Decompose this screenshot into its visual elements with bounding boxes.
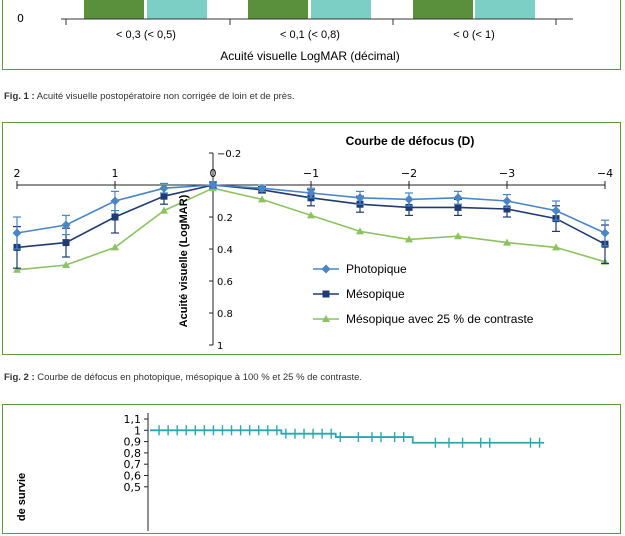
y-tick-label: 0,5 (124, 481, 142, 494)
x-tick-label: −4 (597, 167, 613, 180)
survival-curve-chart: 1,110,90,80,70,60,5 de survie (16, 413, 545, 535)
data-point (454, 232, 462, 240)
survival-step-line (150, 429, 545, 444)
figure-1-panel: 0 < 0,3 (< 0,5) < 0,1 (< 0,8) < 0 (< 1) … (2, 0, 621, 70)
y-tick-label: 1 (134, 424, 141, 437)
y-tick-label: 0,9 (124, 436, 142, 449)
bar-cat1-b (147, 0, 207, 19)
x-axis-title: Acuité visuelle LogMAR (décimal) (220, 49, 399, 63)
chart-title: Courbe de défocus (D) (346, 134, 475, 148)
category-label-2: < 0,1 (< 0,8) (280, 29, 340, 41)
x-tick-label: 2 (14, 167, 21, 180)
bar-cat3-b (475, 0, 535, 19)
data-point (159, 183, 169, 193)
y-tick-label: 0.2 (217, 213, 233, 224)
data-point (208, 180, 218, 190)
data-point (551, 206, 561, 216)
data-point (405, 203, 413, 211)
data-point (62, 261, 70, 268)
y-axis-label-partial: de survie (16, 473, 28, 521)
caption-text: Acuité visuelle postopératoire non corri… (36, 91, 295, 102)
data-point (453, 193, 463, 203)
y-tick-label: 0,7 (124, 458, 142, 471)
figure-2-caption: Fig. 2 : Courbe de défocus en photopique… (4, 372, 362, 383)
data-point (258, 195, 266, 203)
data-point (160, 192, 168, 200)
y-tick-label: 0,8 (124, 447, 142, 460)
caption-text: Courbe de défocus en photopique, mésopiq… (37, 372, 363, 383)
data-point (322, 315, 330, 322)
data-point (257, 183, 267, 193)
defocus-curve-chart: Courbe de défocus (D) 2 1 0 −1 −2 −3 −4 −0.2 0.2… (12, 134, 613, 352)
data-point (321, 264, 331, 274)
y-tick-label: 1,1 (124, 413, 142, 426)
legend-label: Mésopique (346, 287, 405, 301)
data-point (160, 206, 168, 214)
data-point (600, 228, 610, 238)
data-point (111, 243, 119, 251)
x-tick-label: −3 (499, 167, 515, 180)
y-tick-label: 0.6 (217, 277, 233, 288)
data-point (404, 194, 414, 204)
caption-label: Fig. 2 : (4, 372, 35, 383)
data-point (62, 239, 70, 247)
x-tick-label: 0 (210, 167, 217, 180)
data-point (110, 196, 120, 206)
y-tick-label: 0,6 (124, 470, 142, 483)
chart-legend: Photopique Mésopique Mésopique avec 25 % d… (313, 262, 534, 326)
data-point (322, 290, 330, 298)
data-point (454, 203, 462, 211)
y-tick-label: 0.8 (217, 309, 233, 320)
bar-cat1-a (84, 0, 144, 19)
y-tick-label: 1 (217, 341, 223, 352)
data-point (503, 205, 511, 213)
figure-2-panel: Courbe de défocus (D) 2 1 0 −1 −2 −3 −4 −0.2 0.2… (2, 122, 621, 355)
y-axis-label: Acuité visuelle (LogMAR) (178, 194, 190, 327)
data-point (502, 196, 512, 206)
caption-label: Fig. 1 : (4, 91, 35, 102)
data-point (405, 235, 413, 243)
legend-label: Photopique (346, 262, 407, 276)
data-point (503, 238, 511, 246)
bar-cat2-a (248, 0, 308, 19)
legend-label: Mésopique avec 25 % de contraste (346, 312, 534, 326)
figure-3-panel: 1,1 1 0,9 0,8 0,7 0,6 0,5 de survie (2, 404, 621, 535)
figure-1-caption: Fig. 1 : Acuité visuelle postopératoire … (4, 91, 294, 102)
data-point (13, 265, 21, 273)
x-tick-label: −1 (303, 167, 319, 180)
data-point (307, 211, 315, 219)
data-point (552, 243, 560, 251)
data-point (356, 227, 364, 235)
category-label-1: < 0,3 (< 0,5) (116, 29, 176, 41)
data-point (306, 188, 316, 198)
data-point (355, 193, 365, 203)
data-point (111, 213, 119, 221)
y-tick-label: −0.2 (217, 149, 241, 160)
x-tick-label: 1 (112, 167, 119, 180)
bar-cat3-a (413, 0, 473, 19)
data-point (12, 228, 22, 238)
bar-cat2-b (311, 0, 371, 19)
y-tick-0: 0 (17, 12, 24, 25)
figure-1-chart: 0 < 0,3 (< 0,5) < 0,1 (< 0,8) < 0 (< 1) … (17, 0, 573, 63)
x-tick-label: −2 (401, 167, 417, 180)
y-tick-label: 0.4 (217, 245, 233, 256)
data-point (61, 220, 71, 230)
category-label-3: < 0 (< 1) (453, 29, 495, 41)
